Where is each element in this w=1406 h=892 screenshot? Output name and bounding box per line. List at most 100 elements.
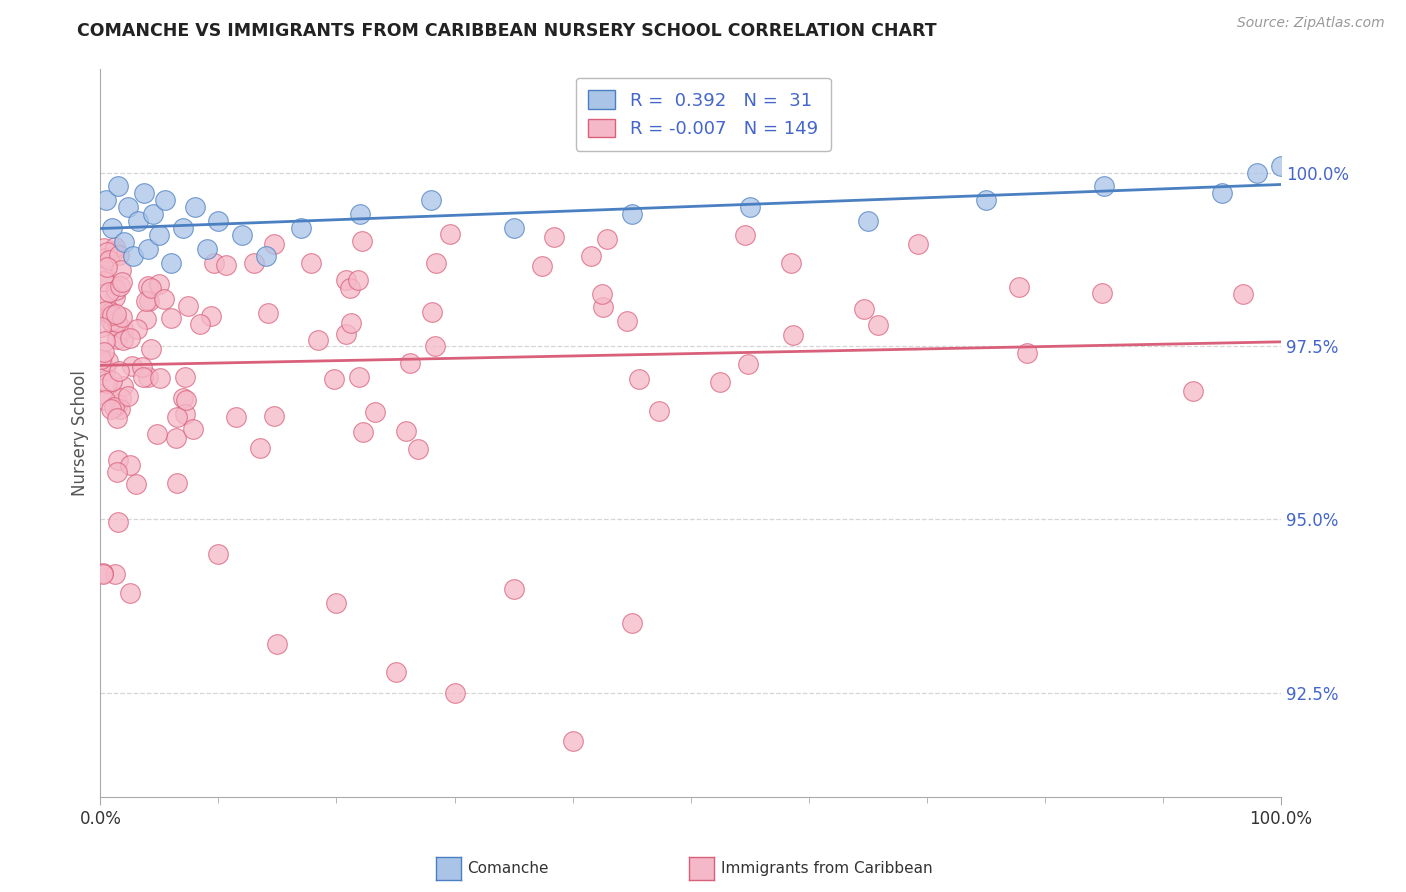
Point — [141, 281, 163, 295]
Point — [443, 686, 465, 700]
Point — [591, 287, 613, 301]
Point — [1211, 186, 1233, 201]
Point — [408, 442, 430, 456]
Point — [146, 427, 169, 442]
Point — [419, 194, 441, 208]
Point — [399, 356, 422, 370]
Point — [177, 299, 200, 313]
Point — [207, 547, 229, 561]
Point — [100, 313, 122, 327]
Point — [90, 320, 112, 334]
Point — [108, 279, 131, 293]
Point — [439, 227, 461, 242]
Point — [325, 596, 347, 610]
Point — [105, 465, 128, 479]
Point — [307, 333, 329, 347]
Point — [395, 424, 418, 438]
Point — [131, 360, 153, 375]
Point — [266, 637, 288, 651]
Point — [108, 402, 131, 417]
Point — [153, 292, 176, 306]
Point — [425, 256, 447, 270]
Point — [108, 248, 131, 262]
Point — [93, 274, 115, 288]
Point — [103, 401, 125, 415]
Point — [335, 273, 357, 287]
Point — [107, 397, 129, 411]
Point — [120, 331, 142, 345]
Point — [96, 354, 118, 368]
Point — [160, 256, 183, 270]
Point — [243, 256, 266, 270]
Point — [127, 214, 149, 228]
Point — [103, 290, 125, 304]
Point — [104, 240, 127, 254]
Point — [352, 235, 374, 249]
Point — [352, 425, 374, 440]
Point — [94, 392, 117, 407]
Point — [104, 566, 127, 581]
Point — [592, 300, 614, 314]
Point — [141, 343, 163, 357]
Point — [543, 229, 565, 244]
Point — [1182, 384, 1205, 398]
Point — [779, 256, 801, 270]
Point — [138, 370, 160, 384]
Point — [1232, 287, 1254, 301]
Point — [257, 306, 280, 320]
Point — [112, 235, 135, 249]
Point — [104, 308, 127, 322]
Point — [299, 256, 322, 270]
Text: Immigrants from Caribbean: Immigrants from Caribbean — [721, 862, 934, 876]
Point — [90, 387, 112, 401]
Point — [93, 241, 115, 255]
Point — [107, 179, 129, 194]
Point — [96, 260, 118, 275]
Point — [531, 260, 554, 274]
Point — [96, 245, 118, 260]
Point — [93, 268, 115, 282]
Point — [166, 476, 188, 491]
Point — [174, 369, 197, 384]
Point — [155, 194, 177, 208]
Point — [195, 242, 218, 256]
Point — [101, 318, 124, 332]
Point — [107, 452, 129, 467]
Point — [172, 221, 194, 235]
Point — [181, 422, 204, 436]
Text: Comanche: Comanche — [467, 862, 548, 876]
Legend: R =  0.392   N =  31, R = -0.007   N = 149: R = 0.392 N = 31, R = -0.007 N = 149 — [575, 78, 831, 151]
Point — [93, 363, 115, 377]
Point — [117, 200, 139, 214]
Point — [100, 402, 122, 417]
Point — [174, 392, 197, 407]
Point — [1008, 280, 1031, 294]
Point — [561, 734, 583, 748]
Point — [118, 586, 141, 600]
Point — [127, 322, 149, 336]
Point — [93, 334, 115, 349]
Point — [94, 251, 117, 265]
Point — [502, 221, 524, 235]
Point — [627, 372, 650, 386]
Point — [173, 408, 195, 422]
Point — [93, 566, 115, 581]
Point — [200, 310, 222, 324]
Point — [138, 293, 160, 308]
Point — [110, 392, 132, 406]
Point — [738, 200, 761, 214]
Point — [96, 376, 118, 391]
Point — [1270, 159, 1292, 173]
Point — [907, 236, 929, 251]
Point — [149, 371, 172, 385]
Point — [734, 227, 756, 242]
Point — [136, 278, 159, 293]
Point — [349, 207, 371, 221]
Point — [101, 221, 124, 235]
Point — [1246, 165, 1268, 179]
Point — [207, 214, 229, 228]
Point — [425, 339, 447, 353]
Point — [616, 314, 638, 328]
Point — [98, 302, 121, 317]
Point — [1090, 286, 1112, 301]
